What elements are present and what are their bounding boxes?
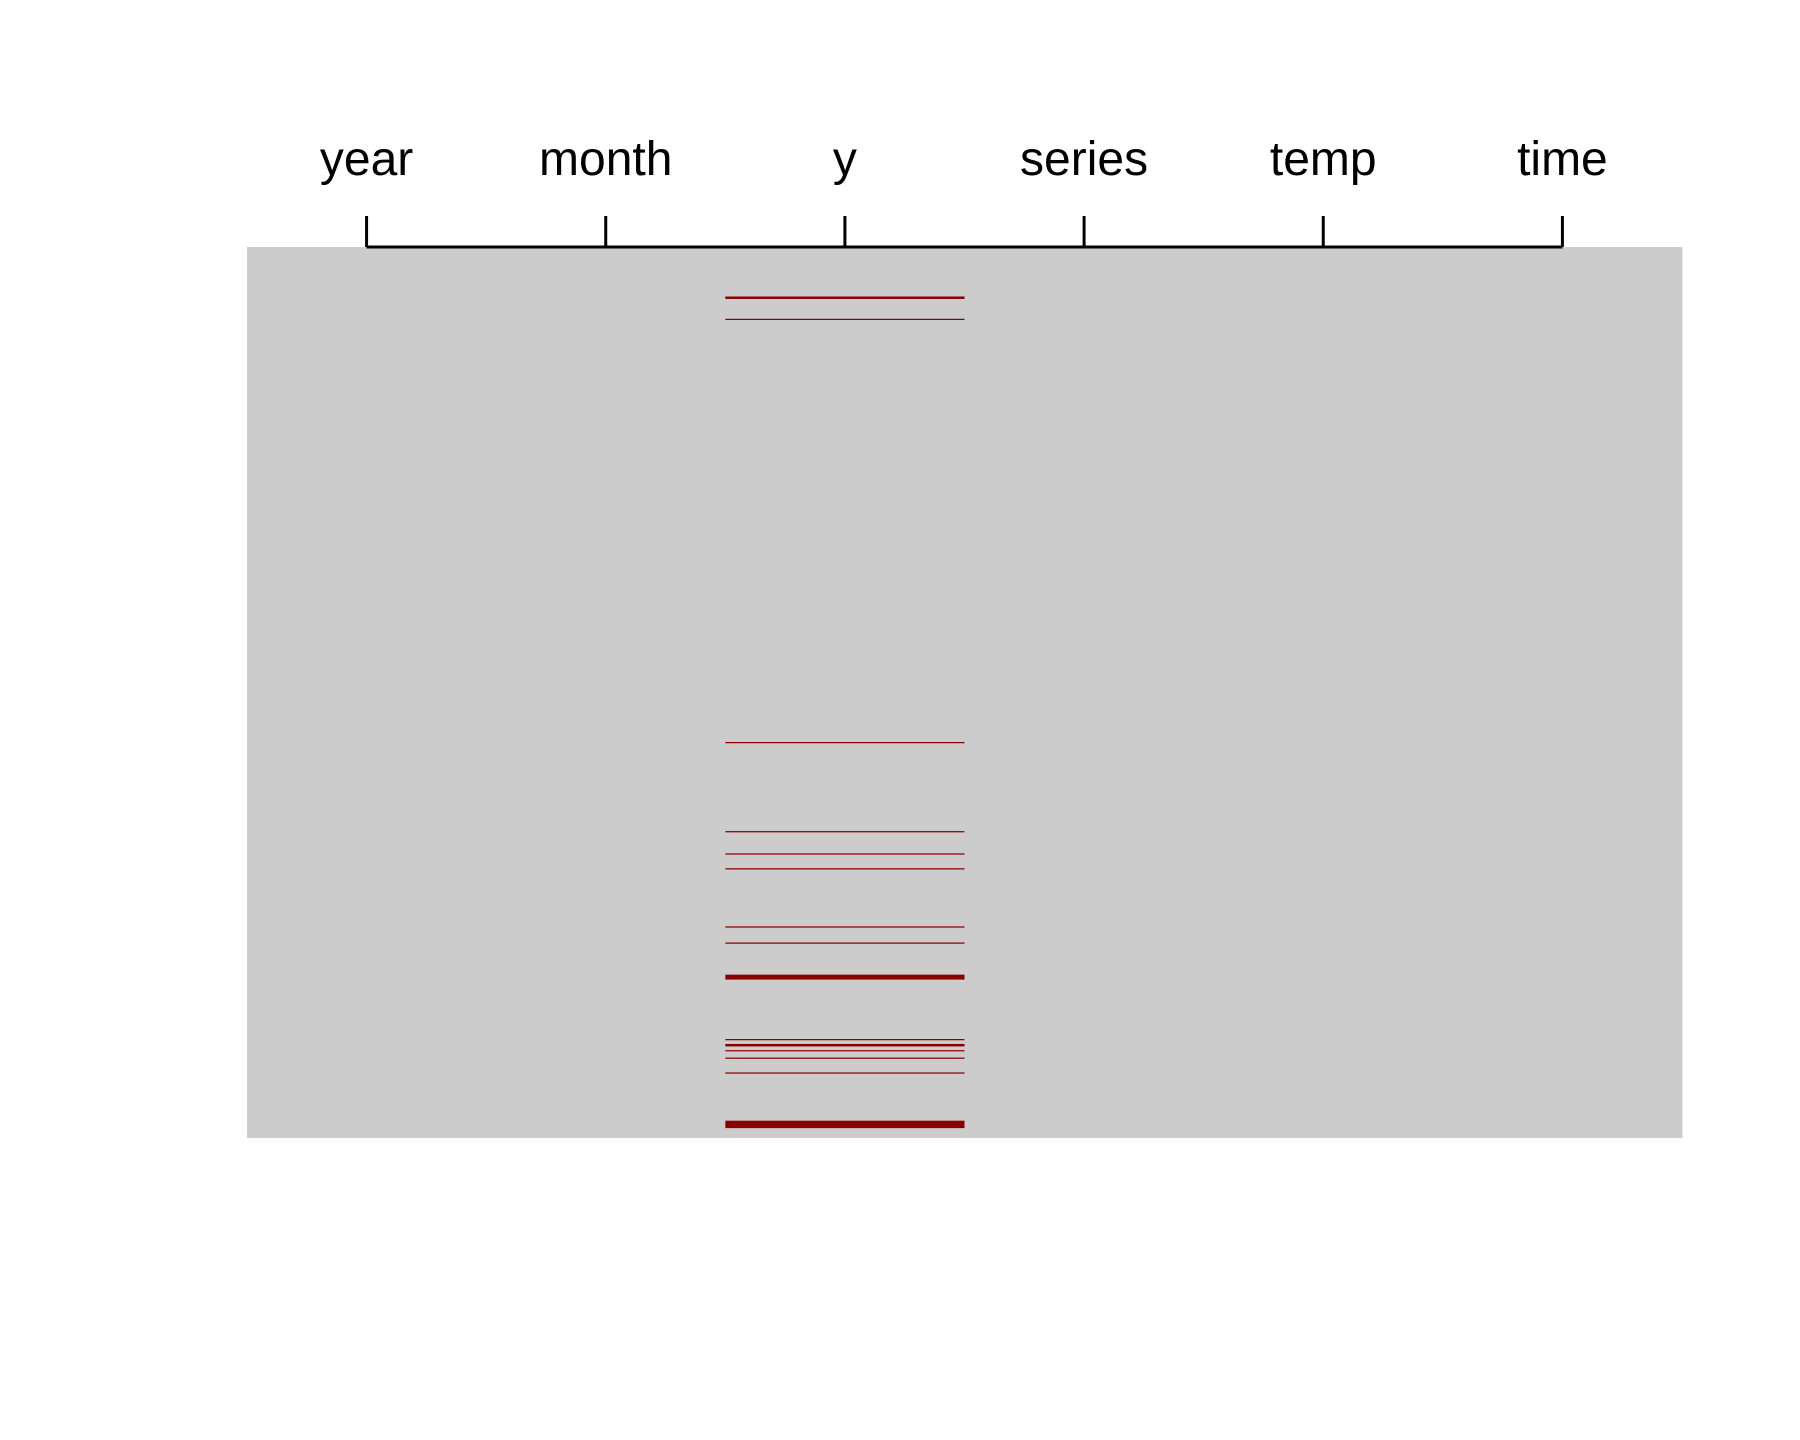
missing-mark-y (725, 942, 965, 944)
missing-mark-y (725, 974, 965, 980)
missing-mark-y (725, 1043, 965, 1047)
missing-marks (725, 296, 965, 1129)
missing-mark-y (725, 1120, 965, 1129)
missing-mark-y (725, 926, 965, 928)
column-present-time (1442, 247, 1683, 1138)
missing-mark-y (725, 868, 965, 870)
column-present-year (247, 247, 487, 1138)
missing-mark-y (725, 1039, 965, 1041)
top-axis: year month y series temp time (320, 133, 1608, 249)
missing-mark-y (725, 831, 965, 833)
missing-mark-y (725, 742, 965, 744)
tick-label-temp: temp (1270, 133, 1377, 186)
missing-mark-y (725, 853, 965, 855)
missing-mark-y (725, 1057, 965, 1059)
tick-label-series: series (1020, 133, 1148, 186)
missing-mark-y (725, 1072, 965, 1074)
missing-mark-y (725, 296, 965, 299)
tick-label-time: time (1517, 133, 1608, 186)
column-present-series (964, 247, 1205, 1138)
missing-mark-y (725, 1050, 965, 1052)
column-present-y (725, 247, 965, 1138)
column-present-month (486, 247, 726, 1138)
column-present-temp (1203, 247, 1444, 1138)
missing-mark-y (725, 318, 965, 321)
tick-label-month: month (539, 133, 672, 186)
matrix-panel (247, 247, 1683, 1138)
tick-label-y: y (833, 133, 857, 186)
tick-label-year: year (320, 133, 413, 186)
